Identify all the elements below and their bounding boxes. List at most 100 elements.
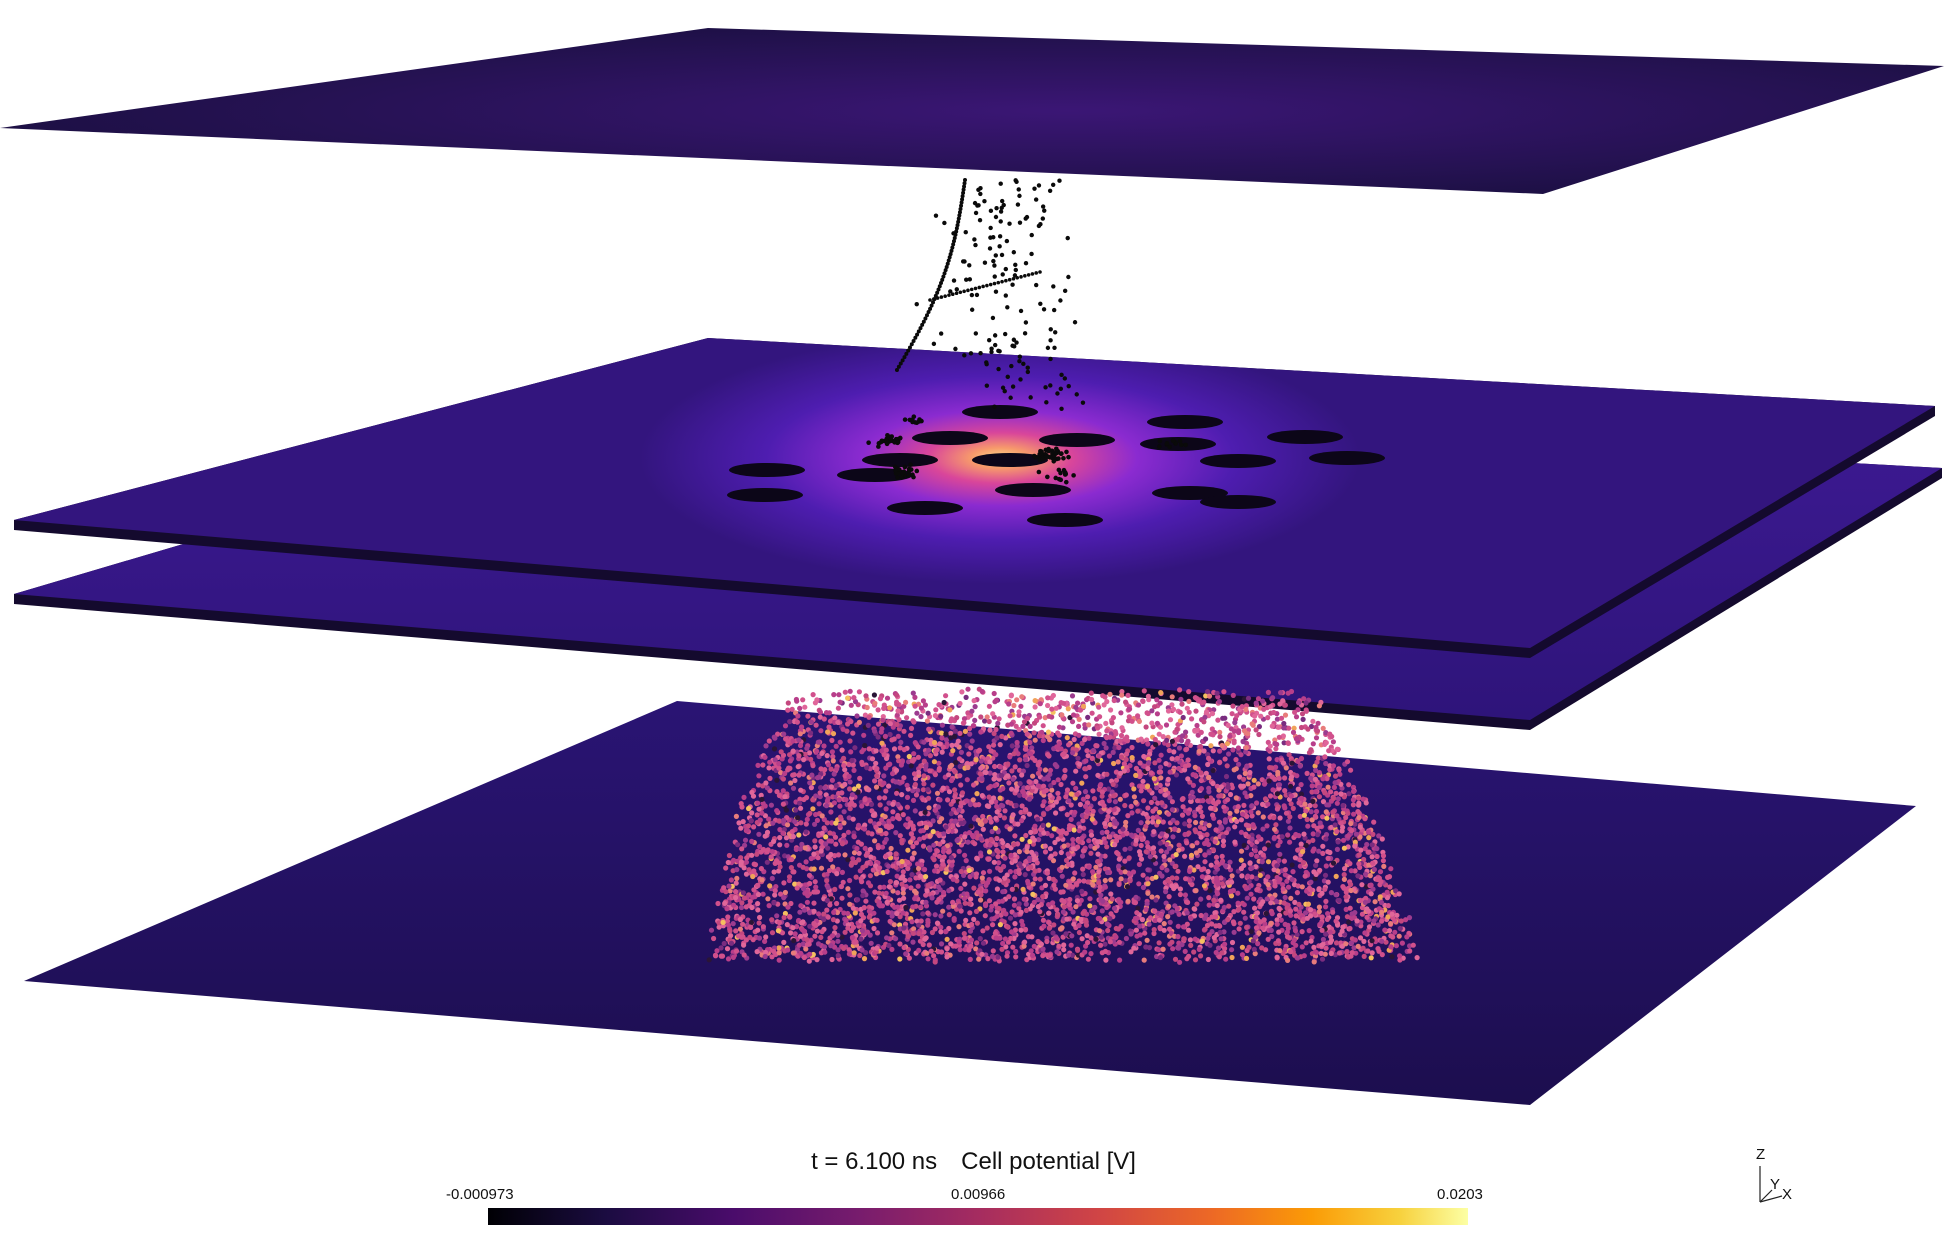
electron [882, 733, 889, 740]
electron [908, 763, 914, 769]
electron [864, 860, 870, 866]
electron [798, 787, 804, 793]
electron [894, 904, 901, 910]
electron [1336, 767, 1342, 773]
electron [1045, 806, 1051, 812]
electron [777, 835, 783, 841]
electron [934, 920, 941, 926]
electron [839, 869, 846, 876]
electron [1229, 711, 1235, 717]
electron [1158, 848, 1164, 854]
electron [930, 829, 936, 835]
electron [957, 947, 963, 953]
electron [850, 730, 856, 736]
electron [1379, 952, 1385, 958]
electron [1253, 727, 1259, 733]
electron [1059, 873, 1065, 879]
electron [1128, 803, 1134, 810]
electron [1323, 931, 1329, 937]
electron [918, 763, 924, 769]
electron [1205, 761, 1211, 768]
electron [1007, 754, 1013, 760]
electron [1348, 940, 1355, 946]
electron [886, 863, 892, 869]
electron [1079, 780, 1085, 786]
electron [797, 933, 804, 939]
electron [984, 714, 990, 720]
electron [1241, 902, 1247, 908]
electron [1139, 917, 1146, 923]
electron [1159, 865, 1165, 871]
electron [1215, 945, 1222, 951]
electron [1169, 756, 1175, 762]
electron [1274, 917, 1280, 923]
electron [900, 812, 906, 818]
electron [1088, 832, 1095, 838]
electron [733, 928, 739, 934]
electron [1201, 826, 1207, 832]
electron [812, 838, 818, 844]
electron [921, 739, 927, 745]
electron [1136, 861, 1142, 868]
electron [785, 904, 791, 910]
electron [1031, 720, 1038, 726]
electron [862, 742, 868, 749]
electron [1348, 767, 1354, 773]
electron [1104, 921, 1110, 927]
electron [790, 738, 796, 744]
electron [845, 910, 851, 917]
electron [1110, 715, 1116, 721]
electron [874, 773, 880, 779]
electron [958, 868, 964, 875]
electron [824, 820, 830, 826]
electron [1013, 787, 1020, 793]
electron [1082, 789, 1089, 795]
electron [1361, 953, 1367, 960]
electron [943, 731, 949, 737]
electron [1145, 867, 1151, 873]
electron [1011, 751, 1017, 757]
electron [927, 768, 933, 774]
electron [738, 862, 744, 868]
electron [1050, 930, 1056, 936]
electron [1389, 954, 1395, 960]
electron [776, 761, 782, 767]
electron [845, 925, 851, 931]
electron [1113, 777, 1120, 783]
electron [818, 848, 824, 854]
electron [1195, 864, 1201, 870]
electron [1314, 728, 1321, 734]
electron [954, 837, 960, 844]
electron [996, 860, 1002, 866]
electron [1189, 716, 1195, 722]
electron [983, 882, 989, 889]
electron [811, 866, 817, 872]
electron [804, 899, 811, 905]
electron [1219, 881, 1225, 887]
electron [1030, 773, 1036, 779]
electron [928, 948, 934, 954]
electron [1334, 846, 1340, 853]
electron [755, 927, 761, 933]
electron [963, 917, 969, 923]
electron [803, 821, 809, 827]
electron [1334, 828, 1340, 835]
electron [1192, 957, 1199, 963]
electron [1134, 910, 1140, 916]
electron [873, 784, 880, 790]
electron [1260, 925, 1266, 931]
electron [1288, 949, 1294, 955]
electron [840, 726, 846, 732]
electron [878, 729, 884, 735]
electron [1216, 698, 1222, 705]
electron [1344, 949, 1350, 955]
electron [922, 936, 928, 942]
electron [1323, 740, 1329, 746]
electron [805, 713, 811, 719]
electron [1135, 905, 1141, 911]
electron [1298, 724, 1305, 731]
electron [1365, 948, 1371, 954]
electron [1093, 864, 1099, 870]
electron [923, 751, 929, 757]
electron [1303, 940, 1309, 946]
